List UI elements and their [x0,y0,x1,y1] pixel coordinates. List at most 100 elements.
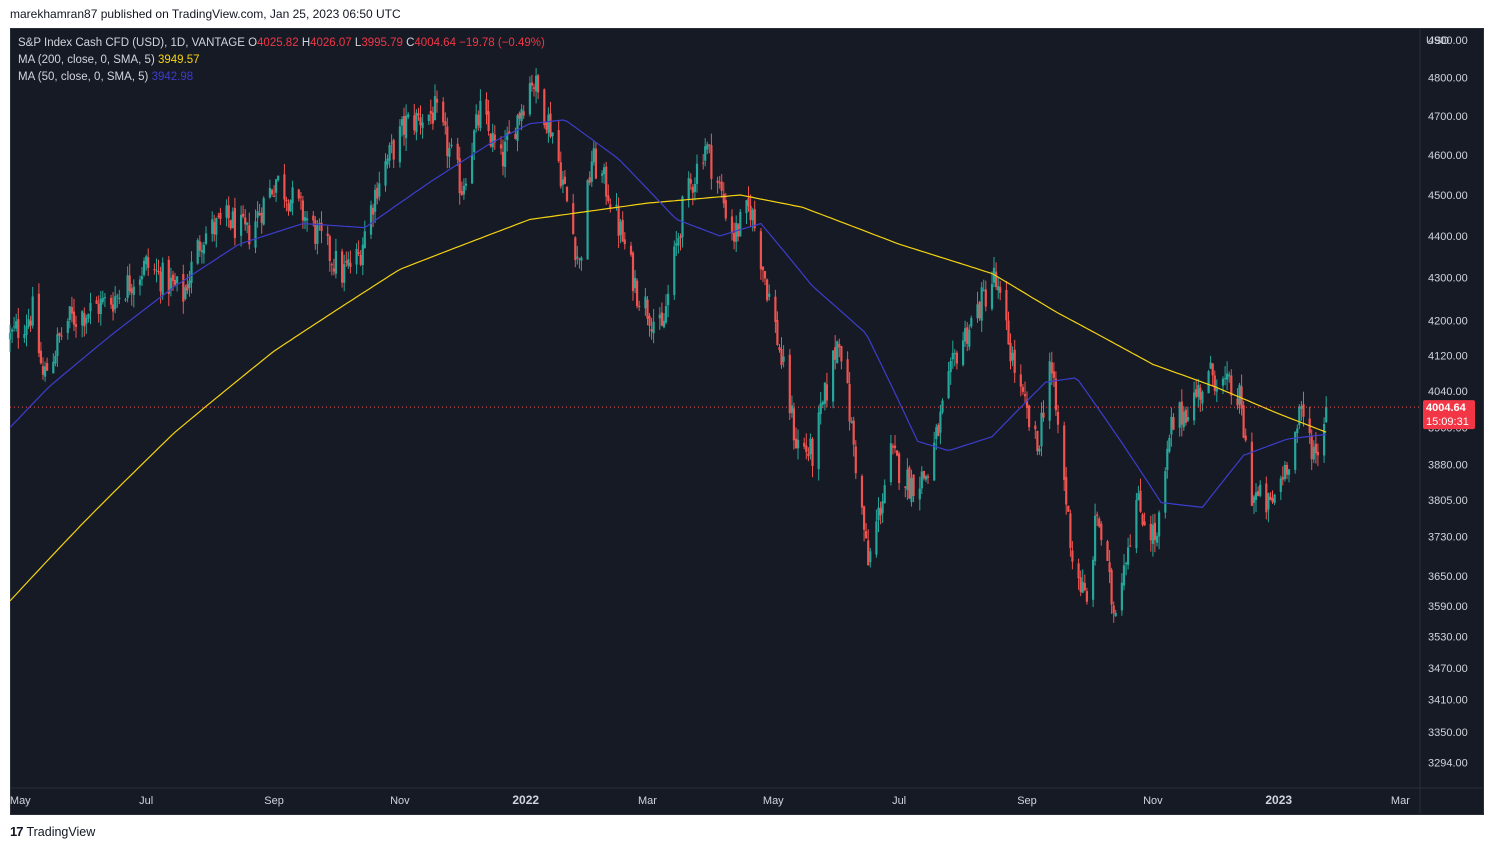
candle-body [256,211,259,218]
candle-body [753,209,756,229]
candle-body [363,231,366,249]
price-tag-value: 4004.64 [1426,402,1467,414]
candle-body [1129,545,1132,547]
legend-ma50-row[interactable]: MA (50, close, 0, SMA, 5) 3942.98 [18,69,545,86]
candle-body [970,318,973,327]
candle-body [1300,405,1303,409]
candle-body [1296,428,1299,434]
candle-body [289,200,292,212]
candle-body [248,225,251,245]
candle-body [52,361,55,374]
candle-body [1137,493,1140,501]
candle-body [962,340,965,366]
candle-body [1067,505,1070,512]
time-axis-label: Nov [1143,795,1163,807]
legend-ma200-row[interactable]: MA (200, close, 0, SMA, 5) 3949.57 [18,52,545,69]
price-axis-label: 3730.00 [1428,531,1468,543]
candle-body [361,244,364,265]
time-axis-label: Nov [390,795,410,807]
candle-body [811,439,814,466]
candle-body [1143,521,1146,526]
candle-body [1098,518,1101,527]
candle-body [532,87,536,89]
legend-c-label: C [406,37,415,49]
candle-body [1180,401,1183,425]
tradingview-logo-icon[interactable]: 17 [10,824,24,839]
candle-body [190,261,193,283]
candle-body [574,237,577,260]
candle-body [116,295,119,297]
candle-body [1009,343,1012,362]
candle-body [551,132,554,137]
footer-branding: 17 TradingView [10,824,95,839]
candle-body [345,261,348,263]
price-axis-label: 4200.00 [1428,316,1468,328]
candle-body [854,446,857,474]
candle-body [405,115,408,139]
candle-body [848,384,851,422]
candle-body [103,297,106,299]
candle-body [458,158,461,194]
candle-body [893,445,897,449]
candle-body [435,98,439,103]
candle-body [270,189,274,195]
candle-body [182,274,185,302]
candle-body [947,371,950,399]
candle-body [1298,406,1301,426]
candle-body [549,113,552,137]
candle-body [1285,464,1289,475]
candle-body [110,298,113,305]
candle-body [852,420,855,445]
candle-body [303,217,307,221]
candle-body [646,299,649,319]
candle-body [937,425,940,436]
legend-high: 4026.07 [310,37,352,49]
candle-body [1310,436,1313,460]
footer-brand[interactable]: TradingView [26,824,96,839]
candle-body [504,141,507,167]
candle-body [376,187,379,199]
candle-body [982,290,985,292]
candle-body [301,200,304,221]
candle-body [594,148,597,179]
time-axis-label: 2022 [512,793,539,807]
candle-body [118,297,121,300]
candle-body [246,222,249,225]
candle-body [825,384,828,401]
candle-body [1164,471,1167,513]
candle-body [995,271,998,287]
price-axis-label: 4800.00 [1428,73,1468,85]
candle-body [912,474,915,496]
candle-body [563,176,566,184]
candle-body [1065,477,1068,505]
legend-l-label: L [354,37,362,49]
price-axis-label: 4040.00 [1428,386,1468,398]
candle-body [1108,562,1111,573]
time-axis[interactable]: May Jul Sep Nov 2022 Mar May Jul Sep Nov 2023 Mar [10,793,1410,807]
candle-body [790,405,793,414]
candle-body [169,277,172,291]
candle-body [1040,412,1043,447]
currency-label: USD [1426,35,1449,47]
candle-body [1071,550,1074,562]
candle-body [588,177,591,183]
candle-body [1120,582,1123,611]
candle-body [1050,362,1053,374]
candle-body [718,182,721,184]
candle-body [213,222,216,235]
legend-symbol[interactable]: S&P Index Cash CFD (USD), 1D, VANTAGE [18,37,245,49]
candle-body [803,442,806,447]
candle-body [809,438,812,454]
candle-body [702,162,705,164]
candle-body [951,352,954,360]
candle-body [792,408,795,441]
chart-legend: S&P Index Cash CFD (USD), 1D, VANTAGE O4… [18,35,545,86]
candle-body [479,100,482,129]
candle-body [1224,378,1227,380]
candle-body [173,280,177,285]
candle-body [1242,405,1245,438]
candle-body [215,218,218,235]
price-axis[interactable]: 3294.00 3350.00 3410.00 3470.00 3530.00 3590.… [1428,35,1468,769]
candle-body [1005,289,1008,321]
